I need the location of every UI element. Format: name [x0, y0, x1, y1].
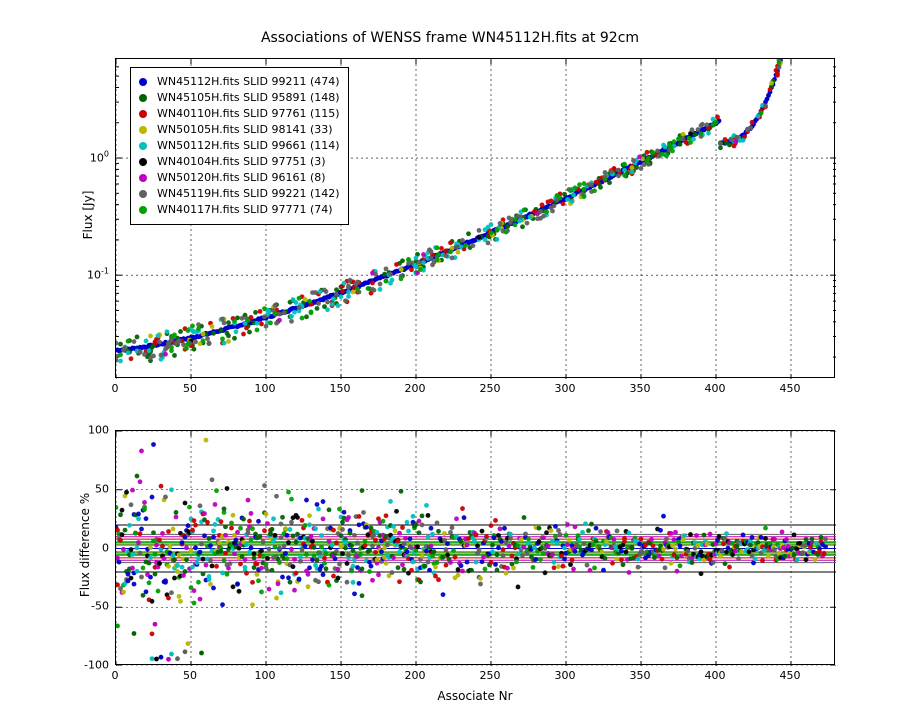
flux-ylabel: Flux [Jy]	[81, 170, 95, 260]
legend-marker	[139, 190, 147, 198]
legend-item: WN45105H.fits SLID 95891 (148)	[139, 90, 340, 106]
legend-label: WN45105H.fits SLID 95891 (148)	[157, 90, 340, 106]
legend-item: WN40104H.fits SLID 97751 (3)	[139, 154, 340, 170]
fluxdiff-scatter-plot	[116, 431, 836, 666]
fluxdiff-scatter-axes	[115, 430, 835, 665]
ytick-label: 10-1	[59, 267, 109, 282]
xtick-label: 50	[183, 669, 197, 682]
legend-label: WN50120H.fits SLID 96161 (8)	[157, 170, 326, 186]
xtick-label: 100	[255, 669, 276, 682]
legend-item: WN50105H.fits SLID 98141 (33)	[139, 122, 340, 138]
legend-item: WN50120H.fits SLID 96161 (8)	[139, 170, 340, 186]
legend-marker	[139, 126, 147, 134]
legend-label: WN45119H.fits SLID 99221 (142)	[157, 186, 340, 202]
legend-label: WN45112H.fits SLID 99211 (474)	[157, 74, 340, 90]
figure: Associations of WENSS frame WN45112H.fit…	[0, 0, 900, 720]
legend-label: WN50105H.fits SLID 98141 (33)	[157, 122, 333, 138]
flux-scatter-axes: WN45112H.fits SLID 99211 (474)WN45105H.f…	[115, 58, 835, 378]
xtick-label: 300	[555, 382, 576, 395]
legend-marker	[139, 142, 147, 150]
ytick-label: 100	[59, 424, 109, 437]
legend-item: WN50112H.fits SLID 99661 (114)	[139, 138, 340, 154]
xtick-label: 250	[480, 669, 501, 682]
legend-item: WN45119H.fits SLID 99221 (142)	[139, 186, 340, 202]
legend-marker	[139, 174, 147, 182]
xtick-label: 300	[555, 669, 576, 682]
legend-item: WN40117H.fits SLID 97771 (74)	[139, 202, 340, 218]
xtick-label: 450	[780, 669, 801, 682]
legend-marker	[139, 206, 147, 214]
associate-xlabel: Associate Nr	[115, 689, 835, 703]
xtick-label: 200	[405, 382, 426, 395]
xtick-label: 450	[780, 382, 801, 395]
legend-marker	[139, 94, 147, 102]
figure-title: Associations of WENSS frame WN45112H.fit…	[0, 30, 900, 46]
xtick-label: 0	[112, 669, 119, 682]
xtick-label: 250	[480, 382, 501, 395]
legend-label: WN50112H.fits SLID 99661 (114)	[157, 138, 340, 154]
legend-marker	[139, 78, 147, 86]
ytick-label: 100	[59, 150, 109, 165]
xtick-label: 350	[630, 669, 651, 682]
xtick-label: 50	[183, 382, 197, 395]
xtick-label: 400	[705, 382, 726, 395]
legend-marker	[139, 158, 147, 166]
xtick-label: 200	[405, 669, 426, 682]
legend-label: WN40104H.fits SLID 97751 (3)	[157, 154, 326, 170]
ytick-label: -100	[59, 659, 109, 672]
legend-item: WN40110H.fits SLID 97761 (115)	[139, 106, 340, 122]
xtick-label: 150	[330, 382, 351, 395]
ytick-label: -50	[59, 600, 109, 613]
xtick-label: 350	[630, 382, 651, 395]
xtick-label: 0	[112, 382, 119, 395]
xtick-label: 150	[330, 669, 351, 682]
legend: WN45112H.fits SLID 99211 (474)WN45105H.f…	[130, 67, 349, 225]
legend-label: WN40117H.fits SLID 97771 (74)	[157, 202, 333, 218]
legend-label: WN40110H.fits SLID 97761 (115)	[157, 106, 340, 122]
xtick-label: 400	[705, 669, 726, 682]
legend-marker	[139, 110, 147, 118]
legend-item: WN45112H.fits SLID 99211 (474)	[139, 74, 340, 90]
xtick-label: 100	[255, 382, 276, 395]
ytick-label: 50	[59, 482, 109, 495]
ytick-label: 0	[59, 541, 109, 554]
